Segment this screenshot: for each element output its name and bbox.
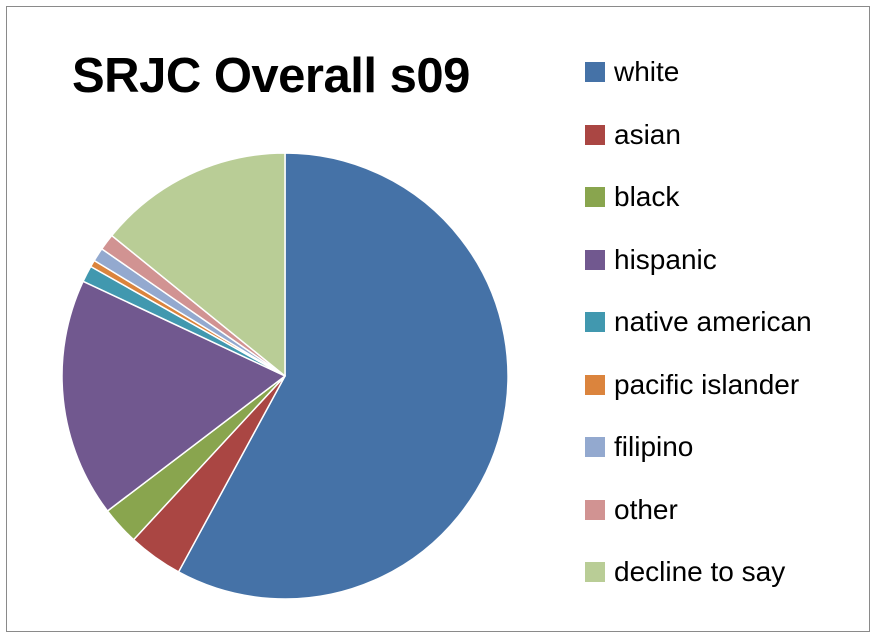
legend-label: pacific islander [614, 368, 800, 400]
legend-swatch [585, 437, 605, 457]
pie-slice-white [177, 152, 509, 600]
pie-slices [61, 152, 509, 600]
legend-swatch [585, 499, 605, 520]
legend-swatch [585, 187, 605, 207]
legend-item-native-american: native american [585, 302, 812, 342]
legend-swatch [585, 374, 605, 395]
chart-title: SRJC Overall s09 [72, 49, 470, 103]
legend-label: other [614, 493, 678, 525]
legend-swatch [585, 249, 605, 270]
legend-swatch [585, 312, 605, 332]
legend-label: filipino [614, 431, 694, 462]
legend-item-decline-to-say: decline to say [585, 552, 785, 592]
legend-item-black: black [585, 177, 679, 217]
legend-swatch [585, 124, 605, 145]
legend-item-white: white [585, 52, 679, 92]
legend-item-other: other [585, 490, 678, 530]
legend-label: asian [614, 118, 681, 150]
legend-item-filipino: filipino [585, 427, 693, 467]
legend-label: white [614, 56, 680, 87]
legend-label: black [614, 181, 680, 212]
legend-label: native american [614, 306, 812, 337]
legend-swatch [585, 62, 605, 82]
legend-label: decline to say [614, 556, 786, 587]
pie-slice-decline-to-say [111, 152, 286, 377]
pie-slice-hispanic [61, 280, 286, 512]
legend-swatch [585, 562, 605, 582]
legend-item-hispanic: hispanic [585, 240, 717, 280]
legend-item-asian: asian [585, 115, 681, 155]
legend-item-pacific-islander: pacific islander [585, 365, 799, 405]
legend-label: hispanic [614, 243, 717, 275]
